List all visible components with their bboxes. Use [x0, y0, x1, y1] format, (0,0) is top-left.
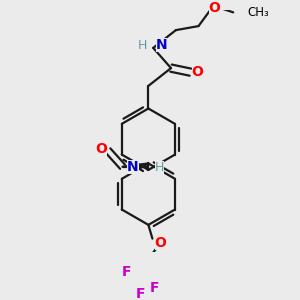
Text: O: O: [95, 142, 106, 156]
Text: O: O: [192, 65, 204, 79]
Text: N: N: [156, 38, 167, 52]
Text: H: H: [137, 39, 147, 52]
Text: F: F: [136, 286, 145, 300]
Text: F: F: [149, 281, 159, 295]
Text: N: N: [127, 160, 139, 175]
Text: F: F: [122, 265, 131, 279]
Text: CH₃: CH₃: [247, 6, 269, 19]
Text: H: H: [155, 161, 164, 174]
Text: O: O: [154, 236, 166, 250]
Text: O: O: [209, 1, 220, 15]
